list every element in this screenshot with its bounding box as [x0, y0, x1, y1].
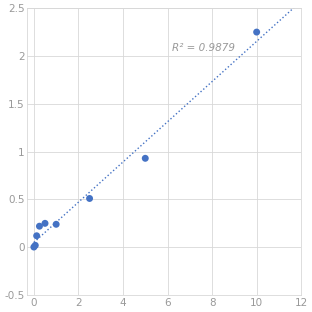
Point: [42, 221, 47, 226]
Text: R² = 0.9879: R² = 0.9879: [172, 43, 235, 53]
Point: [87, 196, 92, 201]
Point: [34, 233, 39, 238]
Point: [33, 243, 38, 248]
Point: [254, 30, 259, 35]
Point: [32, 245, 37, 250]
Point: [54, 222, 59, 227]
Point: [37, 224, 42, 229]
Point: [143, 156, 148, 161]
